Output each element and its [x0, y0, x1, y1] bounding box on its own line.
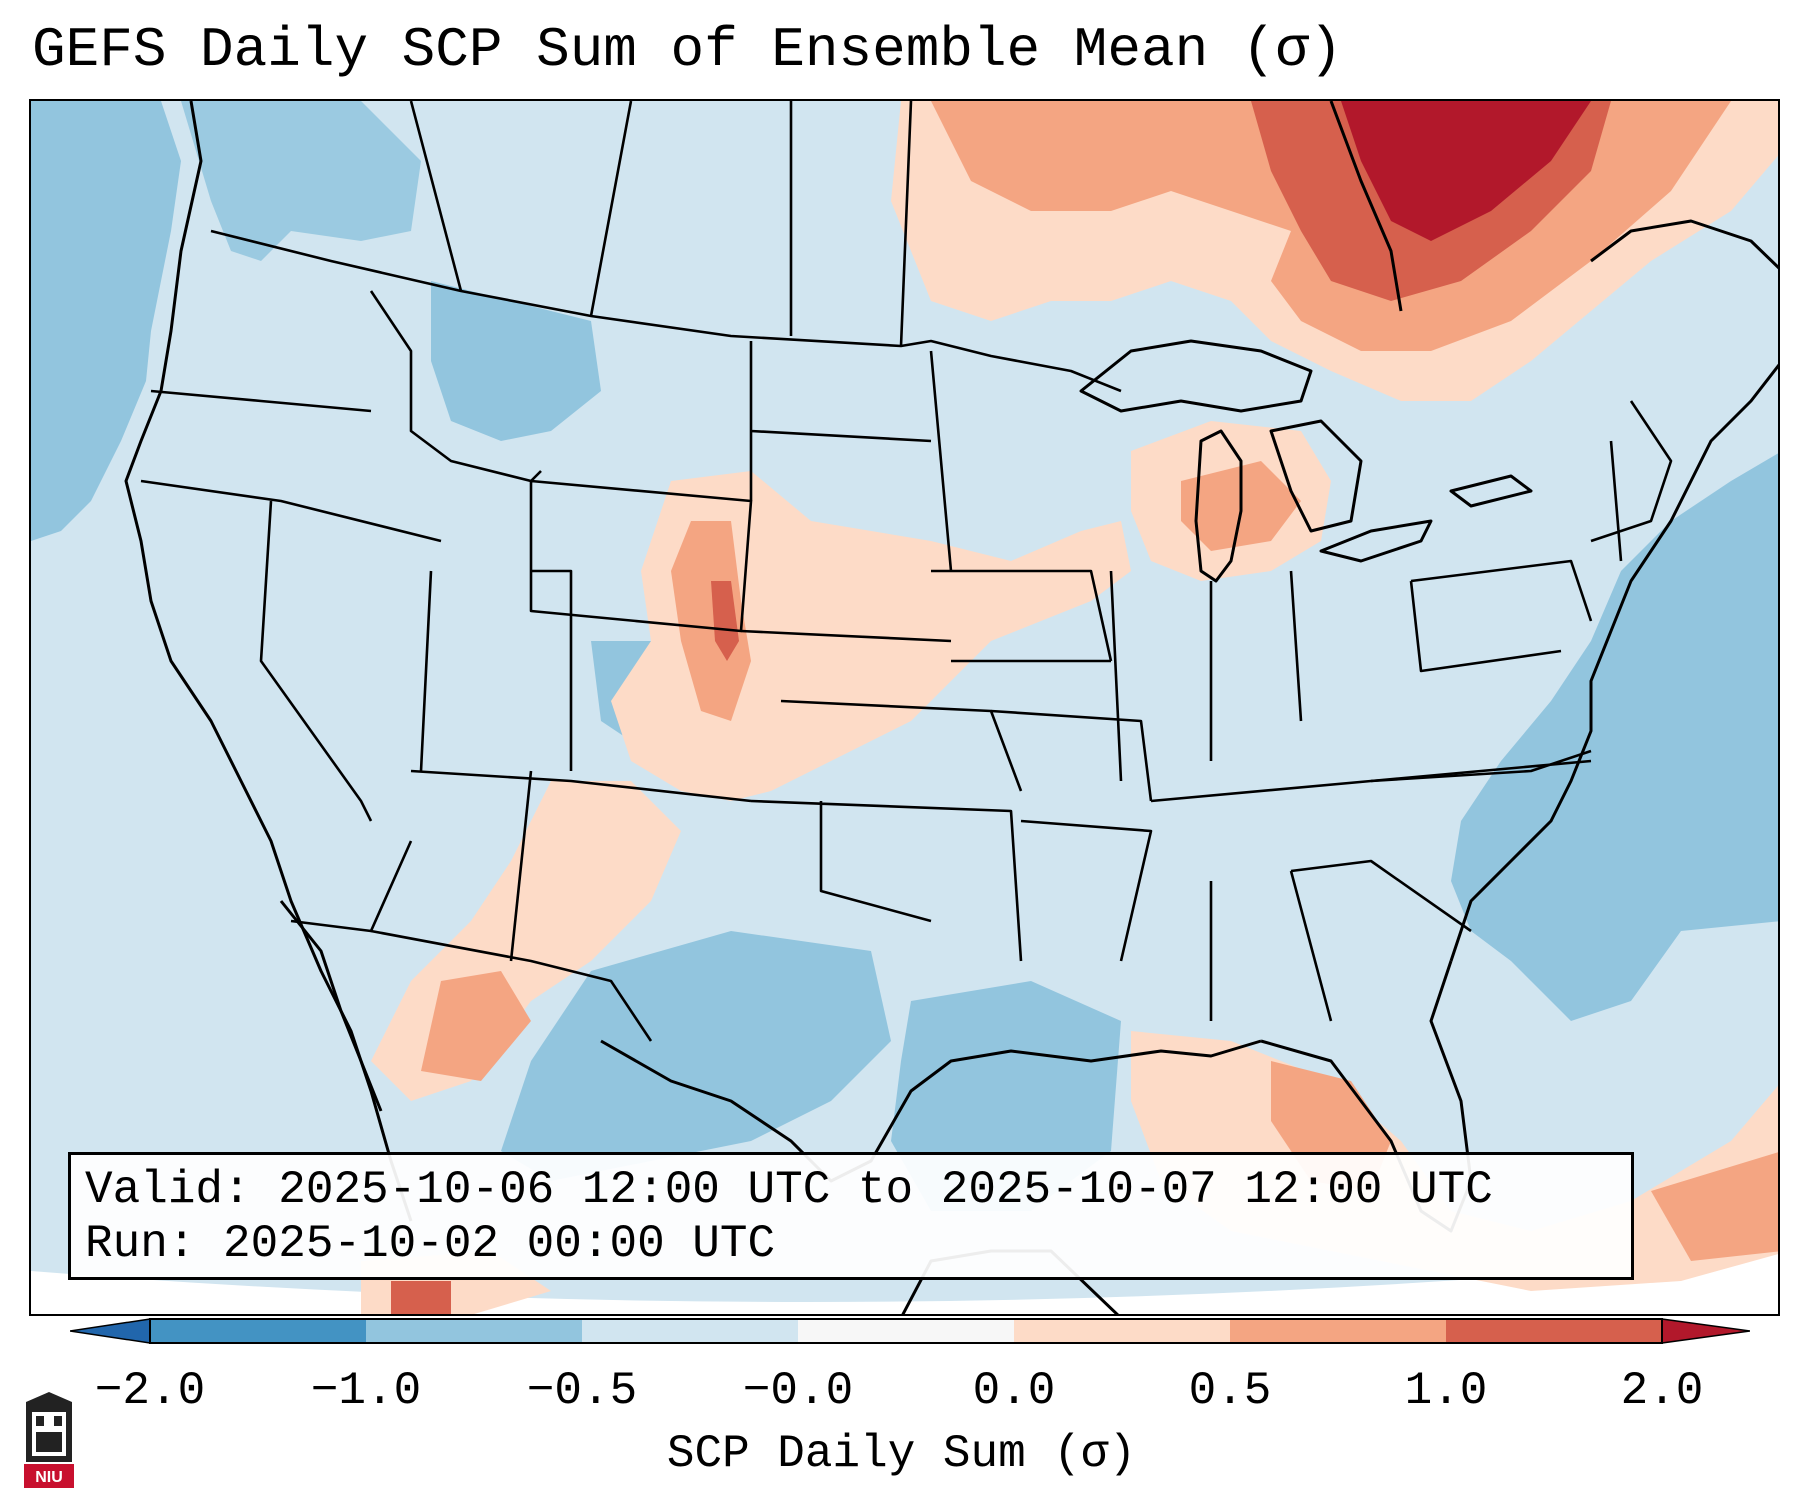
run-time-text: Run: 2025-10-02 00:00 UTC: [85, 1218, 776, 1270]
labrador-coast: [1590, 219, 1778, 270]
colorbar-tick-label: −0.0: [742, 1365, 854, 1417]
colorbar-bin-4: [798, 1319, 1014, 1343]
colorbar-bin-7: [1446, 1319, 1662, 1343]
border-mo-ar: [990, 709, 1153, 962]
border-id-mt: [369, 290, 542, 483]
atlantic-coastline: [1449, 363, 1778, 962]
colorbar-bin-1: [150, 1319, 366, 1343]
hudson-bay-coast: [1329, 101, 1403, 312]
border-ut-co: [419, 569, 573, 772]
lake-superior: [1079, 339, 1313, 413]
colorbar-tick-label: −2.0: [94, 1365, 206, 1417]
border-va-nc: [1370, 749, 1592, 783]
pacific-coastline: [124, 101, 413, 1222]
border-tn-ky: [1150, 759, 1592, 803]
border-us-mexico: [370, 929, 653, 1042]
state-borders: [140, 101, 1673, 1042]
colorbar-tick-label: 1.0: [1404, 1365, 1488, 1417]
colorbar-bin-5: [1014, 1319, 1230, 1343]
gulf-coastline: [600, 1039, 1262, 1183]
validity-info-box: Valid: 2025-10-06 12:00 UTC to 2025-10-0…: [68, 1152, 1634, 1280]
canada-peak-region: [1341, 101, 1591, 241]
border-ga-sc: [1290, 859, 1472, 933]
caribbean-positive-core: [1651, 1152, 1778, 1261]
coastlines: [124, 101, 1778, 1314]
atlantic-negative-region: [1451, 453, 1778, 1021]
valid-time-text: Valid: 2025-10-06 12:00 UTC to 2025-10-0…: [85, 1164, 1493, 1216]
border-dakotas: [749, 341, 953, 572]
front-range-positive: [671, 521, 751, 721]
texas-negative-region: [501, 931, 891, 1181]
scp-field-map: [31, 101, 1778, 1314]
border-ms-al: [1209, 870, 1333, 1022]
border-mn-ia: [931, 569, 1113, 663]
svg-text:NIU: NIU: [35, 1469, 63, 1486]
us-canada-border: [210, 229, 1122, 393]
colorbar-extend-low: [70, 1318, 151, 1344]
colorbar-tick-label: −1.0: [310, 1365, 422, 1417]
border-ne-states: [1590, 400, 1673, 562]
rockies-negative-region: [431, 281, 601, 441]
colorbar-tick-label: −0.5: [526, 1365, 638, 1417]
pacific-negative-region: [31, 101, 181, 541]
colorbar-tick-label: 0.5: [1188, 1365, 1272, 1417]
map-panel: [29, 99, 1780, 1316]
mexico-south-core: [391, 1281, 451, 1314]
border-four-corners: [410, 769, 752, 803]
border-pa-ny: [1409, 559, 1593, 673]
southwest-positive-core: [421, 971, 531, 1081]
colorbar-tick-label: 2.0: [1620, 1365, 1704, 1417]
lake-huron: [1269, 419, 1363, 533]
lake-erie: [1319, 519, 1433, 563]
colorbar-extend-high: [1661, 1318, 1750, 1344]
border-ok-tx: [750, 799, 1023, 962]
baja-coastline: [279, 900, 383, 1112]
colorbar-outline: [149, 1318, 1663, 1344]
colorbar-label: SCP Daily Sum (σ): [666, 1428, 1137, 1480]
border-wa-or: [150, 389, 372, 413]
colorbar-bin-3: [582, 1319, 798, 1343]
map-title: GEFS Daily SCP Sum of Ensemble Mean (σ): [32, 18, 1343, 82]
border-az-nm: [509, 770, 533, 962]
border-or-ca: [140, 479, 442, 543]
colorbar: [70, 1318, 1750, 1344]
colorbar-bin-6: [1230, 1319, 1446, 1343]
colorbar-bin-2: [366, 1319, 582, 1343]
lake-michigan: [1194, 429, 1243, 583]
border-nv-ca: [259, 500, 373, 822]
front-range-peak: [711, 581, 739, 661]
niu-logo: NIU: [24, 1392, 74, 1488]
pacific-negative-region-north: [181, 101, 421, 261]
colorbar-tick-label: 0.0: [972, 1365, 1056, 1417]
lake-ontario: [1449, 474, 1533, 508]
canada-province-lines: [409, 101, 913, 347]
border-il-in-oh: [1109, 570, 1303, 782]
